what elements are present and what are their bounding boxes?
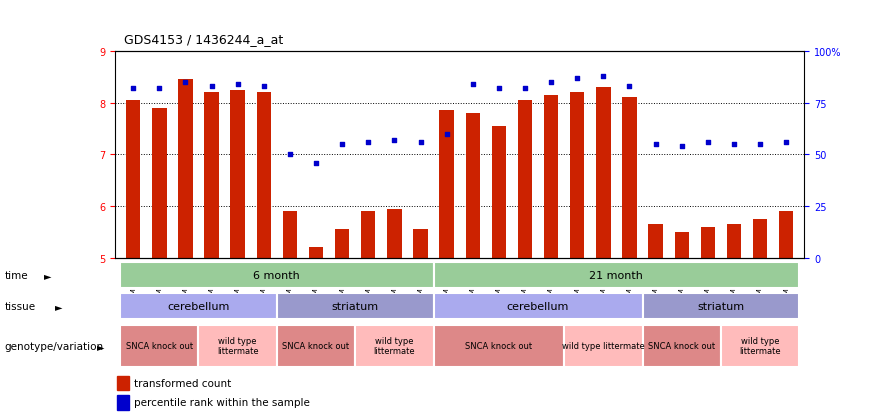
Point	[727, 141, 741, 148]
Text: striatum: striatum	[697, 301, 744, 312]
Bar	[179, 80, 193, 258]
Text: genotype/variation: genotype/variation	[4, 341, 103, 351]
Bar	[152, 108, 166, 258]
Text: time: time	[4, 271, 28, 281]
Bar	[120, 263, 433, 289]
Point	[466, 81, 480, 88]
Text: cerebellum: cerebellum	[507, 301, 569, 312]
Bar	[256, 93, 271, 258]
Text: SNCA knock out: SNCA knock out	[648, 342, 715, 350]
Point	[283, 152, 297, 158]
Text: GDS4153 / 1436244_a_at: GDS4153 / 1436244_a_at	[124, 33, 283, 45]
Bar	[492, 126, 506, 258]
Bar	[117, 376, 129, 390]
Bar	[414, 230, 428, 258]
Bar	[204, 93, 218, 258]
Point	[179, 79, 193, 86]
Text: cerebellum: cerebellum	[167, 301, 230, 312]
Point	[492, 85, 506, 92]
Text: wild type
littermate: wild type littermate	[739, 336, 781, 356]
Bar	[355, 325, 433, 367]
Point	[570, 75, 584, 82]
Point	[362, 139, 376, 146]
Bar	[433, 294, 643, 320]
Point	[779, 139, 793, 146]
Point	[204, 83, 218, 90]
Point	[387, 137, 401, 144]
Bar	[199, 325, 277, 367]
Point	[597, 73, 611, 80]
Bar	[570, 93, 584, 258]
Bar	[701, 227, 715, 258]
Bar	[622, 98, 636, 258]
Bar	[120, 325, 199, 367]
Point	[152, 85, 166, 92]
Bar	[309, 248, 324, 258]
Point	[518, 85, 532, 92]
Text: ►: ►	[44, 271, 51, 281]
Bar	[720, 325, 799, 367]
Bar	[433, 325, 564, 367]
Text: 6 month: 6 month	[254, 271, 301, 281]
Bar	[674, 232, 689, 258]
Point	[622, 83, 636, 90]
Text: percentile rank within the sample: percentile rank within the sample	[133, 397, 309, 407]
Bar	[231, 90, 245, 258]
Bar	[277, 325, 355, 367]
Point	[414, 139, 428, 146]
Bar	[643, 325, 720, 367]
Point	[701, 139, 715, 146]
Text: 21 month: 21 month	[590, 271, 644, 281]
Bar	[753, 219, 767, 258]
Text: SNCA knock out: SNCA knock out	[126, 342, 193, 350]
Text: tissue: tissue	[4, 301, 35, 312]
Point	[231, 81, 245, 88]
Bar	[779, 211, 793, 258]
Bar	[648, 225, 663, 258]
Bar	[544, 95, 559, 258]
Bar	[518, 101, 532, 258]
Point	[335, 141, 349, 148]
Bar	[564, 325, 643, 367]
Bar	[277, 294, 433, 320]
Text: transformed count: transformed count	[133, 378, 231, 388]
Bar	[439, 111, 453, 258]
Text: ►: ►	[97, 341, 104, 351]
Bar	[120, 294, 277, 320]
Point	[753, 141, 767, 148]
Point	[674, 143, 689, 150]
Text: wild type littermate: wild type littermate	[562, 342, 644, 350]
Text: SNCA knock out: SNCA knock out	[465, 342, 532, 350]
Point	[256, 83, 271, 90]
Bar	[387, 209, 401, 258]
Point	[309, 160, 324, 166]
Point	[439, 131, 453, 138]
Point	[544, 79, 558, 86]
Text: ►: ►	[55, 301, 62, 312]
Bar	[596, 88, 611, 258]
Bar	[361, 211, 376, 258]
Bar	[643, 294, 799, 320]
Bar	[335, 230, 349, 258]
Bar	[433, 263, 799, 289]
Text: SNCA knock out: SNCA knock out	[283, 342, 349, 350]
Bar	[126, 101, 141, 258]
Bar	[117, 395, 129, 410]
Text: wild type
littermate: wild type littermate	[374, 336, 415, 356]
Bar	[727, 225, 741, 258]
Text: wild type
littermate: wild type littermate	[217, 336, 258, 356]
Point	[126, 85, 141, 92]
Text: striatum: striatum	[332, 301, 378, 312]
Bar	[283, 211, 297, 258]
Point	[649, 141, 663, 148]
Bar	[466, 114, 480, 258]
